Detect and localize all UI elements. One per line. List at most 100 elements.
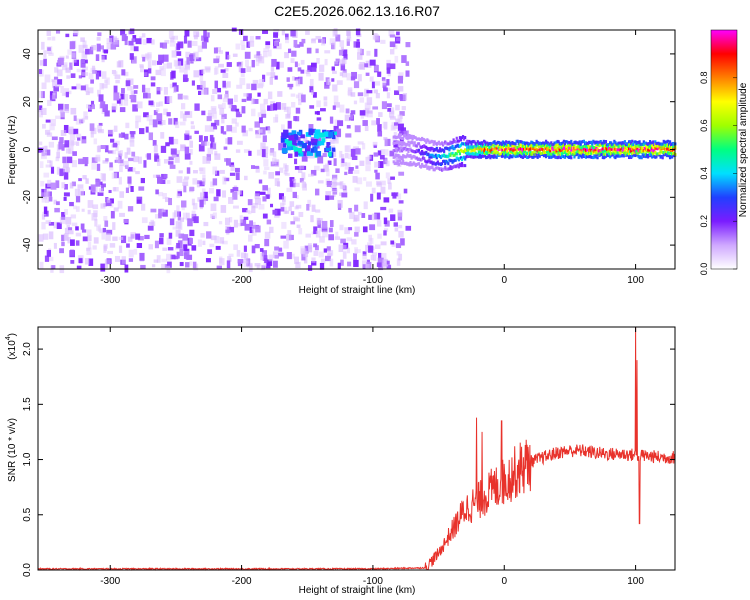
spectrogram-noise-cell [73, 115, 77, 121]
spectrogram-noise-cell [44, 189, 50, 197]
spectrogram-y-label: Frequency (Hz) [7, 116, 18, 185]
spectrogram-signal-cell [428, 158, 431, 162]
spectrogram-noise-cell [290, 253, 295, 259]
spectrogram-signal-cell [443, 167, 446, 171]
spectrogram-signal-cell [658, 151, 661, 155]
spectrogram-signal-cell [661, 142, 664, 146]
spectrogram-signal-cell [473, 140, 476, 144]
spectrogram-noise-cell [374, 212, 380, 220]
spectrogram-noise-cell [385, 149, 389, 156]
spectrogram-noise-cell [332, 29, 338, 37]
spectrogram-noise-cell [399, 131, 404, 136]
spectrogram-noise-cell [180, 111, 184, 119]
spectrogram-noise-cell [67, 237, 71, 244]
spectrogram-noise-cell [62, 156, 67, 164]
spectrogram-signal-cell [469, 140, 472, 144]
spectrogram-signal-cell [505, 147, 508, 151]
spectrogram-noise-cell [204, 125, 210, 132]
spectrogram-signal-cell [484, 152, 487, 156]
spectrogram-noise-cell [368, 214, 372, 220]
spectrogram-noise-cell [158, 213, 162, 219]
spectrogram-noise-cell [265, 41, 270, 49]
spectrogram-noise-cell [89, 123, 95, 131]
spectrogram-noise-cell [100, 263, 106, 272]
spectrogram-signal-cell [523, 149, 527, 153]
spectrogram-signal-cell [500, 154, 504, 158]
spectrogram-noise-cell [297, 92, 304, 101]
spectrogram-noise-cell [100, 183, 104, 192]
spectrogram-noise-cell [81, 117, 86, 123]
spectrogram-signal-cell [417, 142, 421, 146]
spectrogram-signal-cell [611, 151, 614, 155]
spectrogram-noise-cell [132, 35, 137, 42]
spectrogram-x-tick-label: -100 [363, 275, 383, 286]
spectrogram-noise-cell [346, 38, 350, 46]
spectrogram-signal-cell [500, 142, 504, 146]
spectrogram-noise-cell [255, 133, 262, 139]
spectrogram-noise-cell [154, 155, 160, 162]
spectrogram-signal-cell [503, 155, 507, 159]
spectrogram-noise-cell [183, 244, 188, 251]
spectrogram-noise-cell [334, 60, 339, 65]
spectrogram-noise-cell [262, 185, 268, 191]
spectrogram-noise-cell [214, 119, 220, 126]
spectrogram-noise-cell [61, 234, 65, 242]
spectrogram-noise-cell [202, 178, 206, 185]
spectrogram-noise-cell [93, 237, 99, 244]
spectrogram-signal-cell [511, 146, 514, 150]
spectrogram-noise-cell [203, 36, 209, 43]
spectrogram-signal-cell [411, 141, 414, 145]
spectrogram-signal-cell [449, 165, 452, 169]
spectrogram-noise-cell [312, 92, 317, 98]
spectrogram-noise-cell [91, 65, 96, 74]
spectrogram-noise-cell [113, 85, 118, 94]
spectrogram-noise-cell [46, 46, 53, 55]
spectrogram-noise-cell [103, 203, 107, 207]
spectrogram-noise-cell [114, 255, 121, 262]
spectrogram-noise-cell [401, 55, 407, 63]
spectrogram-signal-cell [497, 140, 500, 144]
spectrogram-noise-cell [171, 50, 177, 58]
spectrogram-signal-cell [427, 165, 430, 169]
spectrogram-noise-cell [209, 134, 214, 142]
spectrogram-noise-cell [386, 92, 390, 99]
spectrogram-noise-cell [144, 87, 151, 94]
spectrogram-signal-cell [437, 149, 440, 153]
spectrogram-noise-cell [113, 37, 119, 45]
spectrogram-noise-cell [123, 71, 129, 77]
spectrogram-noise-cell [296, 224, 301, 228]
spectrogram-noise-cell [275, 102, 281, 110]
spectrogram-signal-cell [596, 156, 599, 160]
spectrogram-noise-cell [133, 156, 139, 163]
spectrogram-noise-cell [386, 264, 392, 269]
spectrogram-noise-cell [47, 99, 52, 106]
spectrogram-noise-cell [320, 168, 325, 173]
spectrogram-noise-cell [182, 74, 188, 83]
spectrogram-signal-cell [572, 149, 575, 153]
spectrogram-signal-cell [408, 163, 411, 167]
spectrogram-noise-cell [341, 70, 348, 78]
spectrogram-signal-cell [567, 148, 570, 152]
spectrogram-signal-cell [405, 155, 408, 159]
spectrogram-noise-cell [95, 54, 100, 61]
spectrogram-noise-cell [340, 238, 346, 244]
spectrogram-noise-cell [173, 86, 177, 93]
spectrogram-noise-cell [38, 234, 44, 242]
spectrogram-noise-cell [40, 107, 47, 116]
spectrogram-noise-cell [315, 48, 319, 54]
spectrogram-noise-cell [301, 38, 306, 44]
spectrogram-signal-cell [627, 152, 631, 156]
spectrogram-noise-cell [293, 39, 298, 48]
spectrogram-noise-cell [280, 235, 287, 239]
spectrogram-noise-cell [64, 227, 69, 235]
spectrogram-noise-cell [366, 90, 373, 94]
spectrogram-signal-cell [650, 148, 653, 152]
spectrogram-noise-cell [341, 154, 345, 160]
spectrogram-noise-cell [336, 182, 343, 186]
spectrogram-noise-cell [380, 241, 387, 246]
spectrogram-signal-cell [464, 164, 467, 168]
spectrogram-cells [38, 27, 677, 274]
spectrogram-noise-cell [91, 104, 95, 110]
spectrogram-signal-cell [420, 149, 424, 153]
spectrogram-noise-cell [227, 98, 234, 105]
